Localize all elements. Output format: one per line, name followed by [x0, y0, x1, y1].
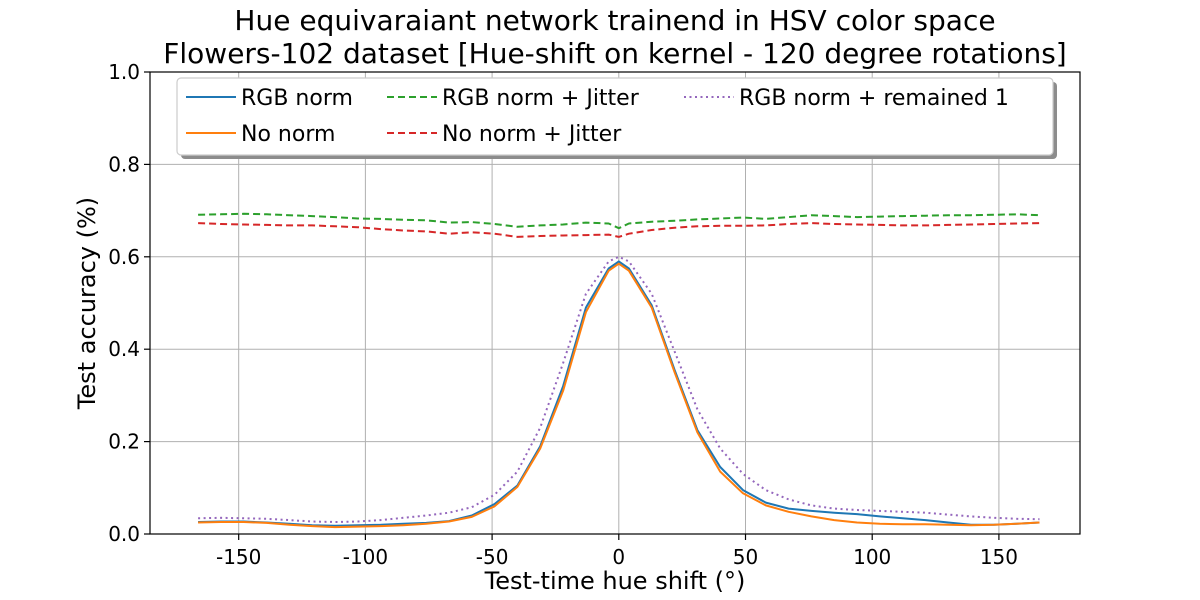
- y-tick-label: 0.2: [108, 430, 140, 454]
- x-tick-label: -100: [343, 545, 388, 569]
- series-line-rgb-norm: [198, 260, 1040, 527]
- legend-label: RGB norm + remained 1: [739, 86, 1009, 111]
- legend-box: [176, 77, 1054, 156]
- series-line-rgb-norm-jitter: [198, 212, 1040, 230]
- axis-ticks: -150 -100 -50 0 50 100 150 0.0 0.2 0.4 0.6 0.8 1.0: [108, 60, 1018, 569]
- chart-subtitle: Flowers-102 dataset [Hue-shift on kernel…: [163, 37, 1066, 70]
- x-tick-label: 150: [980, 545, 1018, 569]
- legend-label: RGB norm: [241, 86, 353, 111]
- y-tick-label: 0.6: [108, 245, 140, 269]
- legend-label: RGB norm + Jitter: [442, 86, 640, 111]
- legend-label: No norm: [241, 122, 335, 147]
- y-tick-label: 0.4: [108, 337, 140, 361]
- legend-label: No norm + Jitter: [442, 122, 622, 147]
- series-line-no-norm-jitter: [198, 222, 1040, 238]
- series-line-no-norm: [198, 262, 1040, 529]
- x-tick-label: 0: [612, 545, 625, 569]
- y-axis-label: Test accuracy (%): [73, 197, 101, 410]
- legend: RGB norm No norm RGB norm + Jitter No norm …: [176, 77, 1057, 159]
- series-line-rgb-norm-remained-1: [198, 255, 1040, 523]
- x-tick-label: -150: [216, 545, 261, 569]
- y-tick-label: 1.0: [108, 60, 140, 84]
- series-lines: [198, 212, 1040, 529]
- x-tick-label: 50: [733, 545, 758, 569]
- y-tick-label: 0.0: [108, 522, 140, 546]
- plot-frame: [149, 71, 1081, 535]
- x-axis-label: Test-time hue shift (°): [484, 567, 746, 595]
- x-tick-label: 100: [853, 545, 891, 569]
- y-tick-label: 0.8: [108, 152, 140, 176]
- x-tick-label: -50: [476, 545, 509, 569]
- chart-title: Hue equivaraiant network trainend in HSV…: [234, 4, 995, 37]
